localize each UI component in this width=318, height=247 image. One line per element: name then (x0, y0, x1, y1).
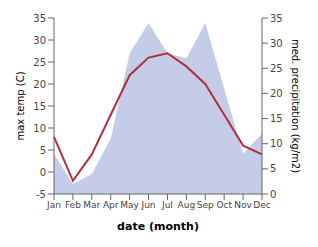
svg-text:20: 20 (33, 79, 46, 90)
svg-text:Mar: Mar (83, 200, 100, 210)
svg-text:15: 15 (270, 113, 283, 124)
svg-text:30: 30 (270, 38, 283, 49)
svg-text:35: 35 (270, 13, 283, 24)
svg-text:Nov: Nov (234, 200, 252, 210)
svg-text:date (month): date (month) (117, 220, 199, 233)
svg-text:15: 15 (33, 101, 46, 112)
svg-text:Oct: Oct (216, 200, 232, 210)
svg-text:5: 5 (40, 145, 46, 156)
svg-text:25: 25 (33, 57, 46, 68)
svg-text:Jan: Jan (46, 200, 61, 210)
svg-text:May: May (120, 200, 139, 210)
svg-text:Apr: Apr (103, 200, 119, 210)
svg-text:Sep: Sep (197, 200, 214, 210)
svg-text:10: 10 (270, 138, 283, 149)
svg-text:-5: -5 (36, 189, 46, 200)
svg-text:Aug: Aug (178, 200, 196, 210)
svg-text:20: 20 (270, 88, 283, 99)
svg-text:Dec: Dec (253, 200, 270, 210)
svg-text:30: 30 (33, 35, 46, 46)
svg-text:max temp (C): max temp (C) (15, 71, 26, 140)
svg-text:med. precipitation (kg/m2): med. precipitation (kg/m2) (290, 39, 301, 173)
svg-text:35: 35 (33, 13, 46, 24)
svg-text:25: 25 (270, 63, 283, 74)
svg-text:5: 5 (270, 163, 276, 174)
svg-text:Jun: Jun (141, 200, 156, 210)
svg-text:0: 0 (270, 189, 276, 200)
svg-text:Feb: Feb (65, 200, 81, 210)
svg-text:10: 10 (33, 123, 46, 134)
svg-text:0: 0 (40, 167, 46, 178)
svg-text:Jul: Jul (161, 200, 173, 210)
